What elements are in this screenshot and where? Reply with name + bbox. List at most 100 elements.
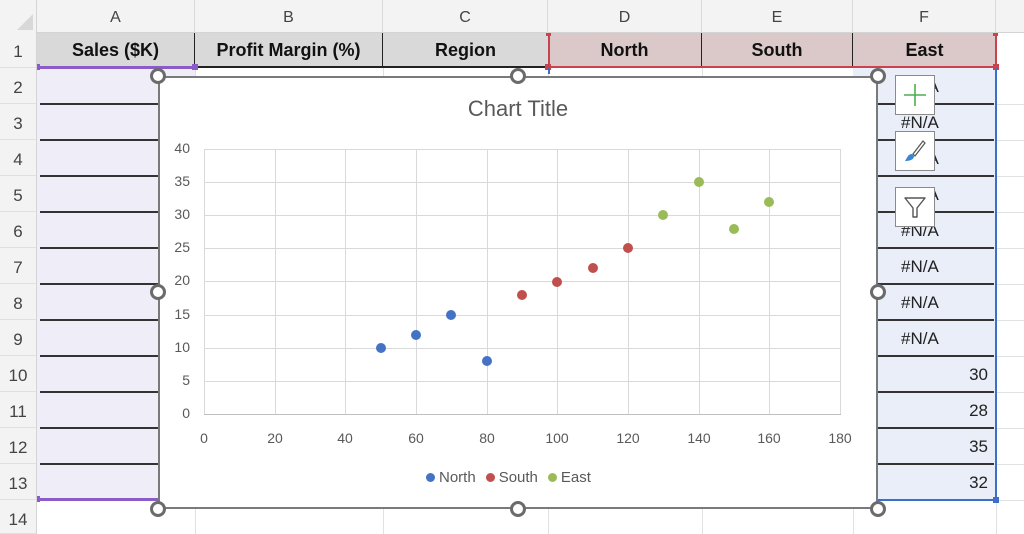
y-tick-label: 30: [174, 206, 190, 222]
row-header-7[interactable]: 7: [0, 248, 37, 284]
cell-border: [40, 355, 158, 357]
funnel-icon: [904, 197, 926, 218]
legend-item-north[interactable]: North: [426, 469, 476, 486]
cell-f10[interactable]: 30: [969, 365, 988, 384]
selection-handle-red[interactable]: [545, 64, 551, 70]
data-point-north[interactable]: [481, 356, 492, 366]
cell-f13[interactable]: 32: [969, 473, 988, 492]
x-tick-label: 120: [616, 430, 640, 446]
legend-item-south[interactable]: South: [485, 469, 538, 486]
x-tick-label: 20: [267, 430, 283, 446]
chart-styles-button[interactable]: [895, 131, 935, 171]
data-point-south[interactable]: [587, 263, 598, 274]
data-point-east[interactable]: [658, 210, 669, 221]
cell-f12[interactable]: 35: [969, 437, 988, 456]
cell-f1[interactable]: East: [853, 33, 996, 68]
data-point-east[interactable]: [693, 177, 704, 188]
column-header-d[interactable]: D: [548, 0, 702, 33]
cell-c1[interactable]: Region: [383, 33, 548, 68]
row-header-10[interactable]: 10: [0, 356, 37, 392]
resize-handle-bottom-right[interactable]: [870, 501, 886, 517]
cell-border: [40, 391, 158, 393]
selection-handle-red[interactable]: [993, 64, 999, 70]
column-header-a[interactable]: A: [37, 0, 195, 33]
row-header-6[interactable]: 6: [0, 212, 37, 248]
legend-item-east[interactable]: East: [547, 469, 591, 486]
cell-border: [40, 211, 158, 213]
selection-border-blue: [548, 68, 550, 74]
chart-title[interactable]: Chart Title: [467, 96, 569, 121]
cell-border: [878, 139, 994, 141]
y-tick-label: 0: [182, 405, 190, 421]
resize-handle-left[interactable]: [150, 284, 166, 300]
data-point-north[interactable]: [375, 342, 386, 353]
y-tick-label: 15: [174, 306, 190, 322]
resize-handle-bottom-left[interactable]: [150, 501, 166, 517]
column-header-e[interactable]: E: [702, 0, 853, 33]
row-header-1[interactable]: 1: [0, 33, 37, 68]
row-header-8[interactable]: 8: [0, 284, 37, 320]
selection-handle-purple[interactable]: [192, 64, 198, 70]
column-header-b[interactable]: B: [195, 0, 383, 33]
row-header-5[interactable]: 5: [0, 176, 37, 212]
cell-f9[interactable]: #N/A: [901, 329, 939, 348]
cell-border: [40, 319, 158, 321]
column-header-c[interactable]: C: [383, 0, 548, 33]
row-header-13[interactable]: 13: [0, 464, 37, 500]
select-all-corner[interactable]: [0, 0, 37, 33]
x-tick-label: 0: [200, 430, 208, 446]
resize-handle-top[interactable]: [510, 68, 526, 84]
cell-border: [878, 463, 994, 465]
east-marker-icon: [547, 473, 557, 482]
cell-f8[interactable]: #N/A: [901, 293, 939, 312]
row-header-11[interactable]: 11: [0, 392, 37, 428]
chart-elements-button[interactable]: [895, 75, 935, 115]
data-point-east[interactable]: [729, 223, 739, 234]
selection-handle-blue[interactable]: [993, 497, 999, 503]
data-point-south[interactable]: [517, 289, 527, 300]
resize-handle-bottom[interactable]: [510, 501, 526, 517]
cell-f7[interactable]: #N/A: [901, 257, 939, 276]
cell-f11[interactable]: 28: [969, 401, 988, 420]
resize-handle-right[interactable]: [870, 284, 886, 300]
selection-handle-red[interactable]: [546, 33, 551, 36]
cell-border: [878, 103, 994, 105]
row-header-2[interactable]: 2: [0, 68, 37, 104]
data-point-north[interactable]: [411, 329, 421, 340]
cell-border: [40, 463, 158, 465]
gridline-x-80: [487, 149, 488, 414]
data-point-east[interactable]: [764, 197, 775, 207]
data-point-south[interactable]: [552, 276, 563, 287]
plot-area[interactable]: [204, 149, 840, 414]
column-header-f[interactable]: F: [853, 0, 996, 33]
chart-filters-button[interactable]: [895, 187, 935, 227]
row-header-14[interactable]: 14: [0, 500, 37, 534]
cell-a1[interactable]: Sales ($K): [37, 33, 195, 68]
data-point-north[interactable]: [446, 309, 457, 320]
cell-border: [40, 175, 158, 177]
data-point-south[interactable]: [623, 243, 633, 254]
selection-border-blue: [878, 499, 997, 501]
y-tick-label: 40: [174, 140, 190, 156]
selection-handle-purple[interactable]: [37, 64, 40, 70]
selection-handle-purple[interactable]: [37, 496, 40, 502]
row-header-3[interactable]: 3: [0, 104, 37, 140]
gridline-y-20: [204, 281, 841, 282]
gridline-x-120: [628, 149, 629, 414]
cell-f3[interactable]: #N/A: [901, 113, 939, 132]
row-header-12[interactable]: 12: [0, 428, 37, 464]
gridline-y-40: [204, 149, 841, 150]
cell-b1[interactable]: Profit Margin (%): [195, 33, 383, 68]
x-tick-label: 180: [828, 430, 852, 446]
cell-d1[interactable]: North: [548, 33, 702, 68]
chart-legend[interactable]: North South East: [426, 469, 591, 486]
selection-border-purple: [37, 66, 195, 69]
resize-handle-top-right[interactable]: [870, 68, 886, 84]
selection-border-red: [548, 33, 550, 68]
cell-e1[interactable]: South: [702, 33, 853, 68]
row-header-4[interactable]: 4: [0, 140, 37, 176]
row-header-9[interactable]: 9: [0, 320, 37, 356]
scatter-chart[interactable]: Chart Title 40 35 30 25 20 15 10 5 0 0 2…: [158, 76, 878, 509]
selection-handle-red[interactable]: [993, 33, 998, 36]
resize-handle-top-left[interactable]: [150, 68, 166, 84]
